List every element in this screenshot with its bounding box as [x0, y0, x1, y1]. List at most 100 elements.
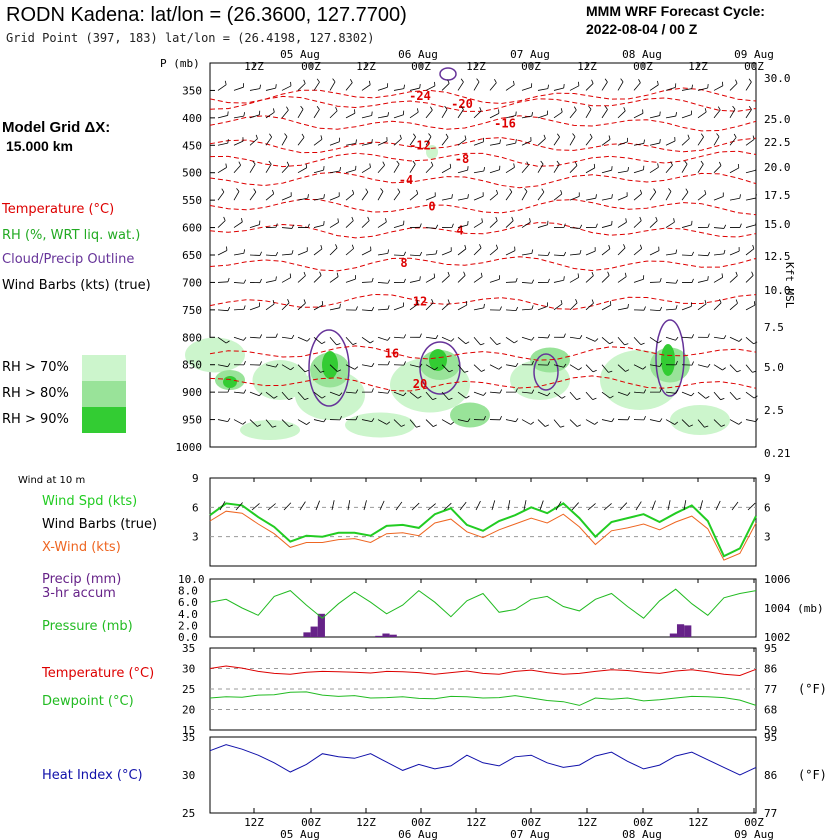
forecast-cycle-label: MMM WRF Forecast Cycle:: [586, 3, 765, 19]
barb-flag-12-5: [306, 421, 311, 425]
barb-3-19: [521, 164, 529, 173]
barb-flag-5-3: [275, 223, 278, 228]
barb-4-25: [617, 195, 628, 201]
legend-wind-barbs-true: Wind Barbs (true): [42, 517, 158, 532]
barb-1-22: [569, 109, 577, 119]
barb-3-8: [345, 169, 356, 174]
barb-3-21: [553, 164, 560, 173]
barb-flag-12-7: [339, 416, 342, 421]
barb-3-26: [633, 169, 644, 174]
bottom-hour-8: 12Z: [688, 816, 708, 829]
barb-2-23: [585, 137, 593, 146]
pressure-tick-800: 800: [182, 331, 202, 344]
barb-1-16: [473, 110, 482, 119]
barb-0-4: [281, 85, 292, 91]
barb-6-23: [585, 250, 596, 256]
barb-flag-5-4: [291, 224, 295, 229]
pressure-tick-500: 500: [182, 167, 202, 180]
barb-flag-7-18: [515, 277, 518, 283]
barb-1-13: [425, 109, 433, 119]
barb-11-33: [745, 391, 755, 399]
cloud-outline-1: [419, 341, 461, 395]
temp-left-tick-30: 30: [182, 663, 195, 676]
barb-2-6: [313, 138, 323, 146]
barb-5-4: [281, 227, 292, 229]
barb-4-14: [441, 197, 452, 201]
barb-flag-8-19: [531, 305, 534, 310]
barb-flag-2-15: [464, 135, 467, 140]
barb-flag-10-18: [515, 362, 519, 367]
temperature-contour-8: [209, 256, 757, 272]
barb-8-12: [409, 303, 419, 311]
barb-1-26: [633, 113, 644, 119]
barb-flag-10-3: [275, 363, 279, 368]
barb-10-27: [649, 364, 660, 367]
barb-3-13: [425, 165, 434, 173]
barb-11-23: [585, 391, 593, 400]
barb-flag-3-10: [382, 161, 385, 166]
precip-tick-0.0: 0.0: [178, 631, 198, 644]
barb-flag-10-27: [659, 362, 663, 367]
barb-10-33: [745, 364, 753, 373]
barb-flag-11-20: [546, 392, 551, 397]
barb-flag-4-23: [595, 194, 597, 199]
barb-flag-2-23: [589, 133, 593, 138]
barb-flag-6-25: [623, 244, 626, 249]
legend-precip-accum: 3-hr accum: [42, 586, 116, 601]
barb-flag-12-25: [627, 415, 630, 420]
barb-7-18: [505, 281, 517, 283]
barb-5-20: [537, 224, 548, 228]
pressure-axis-label: P (mb): [160, 57, 200, 70]
barb-flag-10-0: [227, 363, 231, 367]
barb-flag-5-26: [639, 216, 642, 221]
barb-flag-10-7: [337, 369, 342, 372]
barb-8-25: [617, 307, 628, 311]
barb-6-9: [361, 250, 372, 256]
sfc-barb-15: [459, 501, 467, 511]
barb-flag-0-14: [447, 79, 450, 84]
barb-flag-10-32: [736, 369, 741, 373]
barb-flag-9-24: [609, 341, 614, 345]
barb-3-0: [217, 167, 227, 174]
barb-9-20: [537, 336, 549, 339]
barb-0-25: [617, 81, 624, 91]
barb-flag-12-4: [288, 424, 293, 427]
barb-7-32: [729, 275, 738, 283]
barb-10-22: [569, 364, 579, 371]
barb-0-27: [649, 84, 659, 91]
barb-flag-7-11: [403, 278, 406, 283]
barb-9-10: [377, 336, 388, 341]
barb-flag-7-4: [289, 273, 292, 278]
barb-flag-5-28: [673, 218, 675, 223]
barb-flag-12-19: [530, 421, 535, 425]
barb-6-26: [633, 248, 642, 256]
barb-flag-12-30: [704, 425, 709, 428]
temperature-contour-1: [209, 95, 757, 112]
barb-8-9: [361, 309, 372, 312]
barb-flag-9-30: [707, 333, 710, 338]
precip-tick-8.0: 8.0: [178, 585, 198, 598]
barb-flag-9-29: [691, 334, 695, 339]
barb-7-16: [473, 276, 483, 283]
legend-rh70-label: RH > 70%: [2, 360, 69, 375]
barb-flag-9-11: [403, 334, 407, 339]
barb-flag-11-26: [643, 389, 647, 394]
barb-flag-2-29: [687, 134, 690, 139]
temperature-contour-0: [209, 87, 757, 105]
barb-9-32: [729, 336, 740, 342]
barb-flag-10-5: [304, 369, 309, 373]
barb-flag-9-9: [369, 340, 374, 344]
barb-flag-2-33: [752, 135, 755, 140]
barb-4-32: [729, 197, 740, 201]
barb-11-29: [681, 391, 692, 397]
barb-2-8: [345, 143, 356, 146]
barb-6-13: [425, 253, 436, 256]
sfc-barb-11: [395, 501, 403, 511]
barb-12-29: [681, 419, 690, 427]
barb-flag-4-15: [467, 194, 469, 199]
barb-0-7: [329, 81, 336, 91]
barb-2-3: [265, 136, 272, 146]
barb-2-16: [473, 141, 484, 146]
temperature-label-8: 8: [400, 256, 407, 270]
